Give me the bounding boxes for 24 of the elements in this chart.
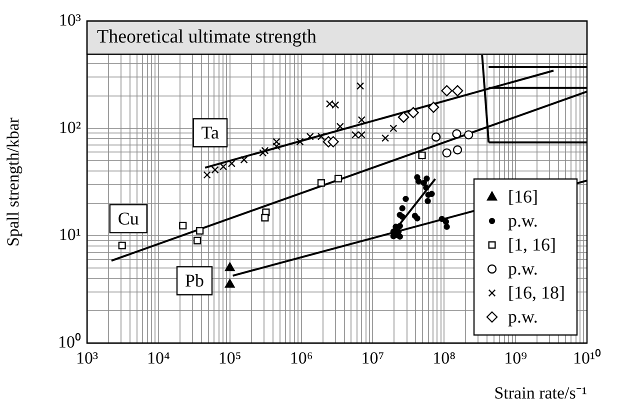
x-tick-label: 10⁶ bbox=[290, 348, 313, 368]
legend-label: [1, 16] bbox=[508, 234, 556, 255]
y-tick-label: 10¹ bbox=[58, 225, 81, 244]
legend-label: p.w. bbox=[508, 258, 538, 279]
legend-label: [16, 18] bbox=[508, 282, 566, 303]
x-tick-label: 10¹⁰ bbox=[572, 348, 602, 368]
x-tick-label: 10⁹ bbox=[504, 348, 528, 368]
legend-label: p.w. bbox=[508, 306, 538, 327]
legend-label: [16] bbox=[508, 186, 538, 207]
band-label: Theoretical ultimate strength bbox=[97, 26, 317, 48]
y-axis-title: Spall strength/kbar bbox=[4, 117, 23, 246]
x-tick-label: 10⁴ bbox=[146, 348, 170, 368]
annotation: Ta bbox=[201, 122, 220, 142]
annotation: Pb bbox=[185, 270, 204, 291]
x-tick-label: 10³ bbox=[76, 348, 98, 368]
x-tick-label: 10⁷ bbox=[361, 348, 384, 368]
y-tick-label: 10⁰ bbox=[58, 332, 81, 352]
x-axis-title: Strain rate/s⁻¹ bbox=[494, 383, 587, 402]
x-tick-label: 10⁵ bbox=[218, 348, 242, 368]
y-tick-label: 10² bbox=[58, 118, 81, 137]
annotation: Cu bbox=[118, 208, 139, 228]
y-tick-label: 10³ bbox=[58, 10, 81, 30]
legend-label: p.w. bbox=[508, 210, 538, 231]
x-tick-label: 10⁸ bbox=[432, 348, 456, 368]
